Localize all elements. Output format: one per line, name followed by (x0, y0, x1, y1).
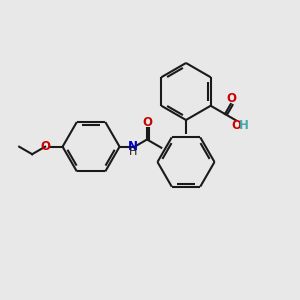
Text: H: H (129, 147, 137, 158)
Text: O: O (232, 118, 242, 132)
Text: O: O (226, 92, 236, 105)
Text: O: O (40, 140, 50, 153)
Text: N: N (128, 140, 138, 153)
Text: H: H (239, 118, 249, 132)
Text: O: O (142, 116, 152, 129)
